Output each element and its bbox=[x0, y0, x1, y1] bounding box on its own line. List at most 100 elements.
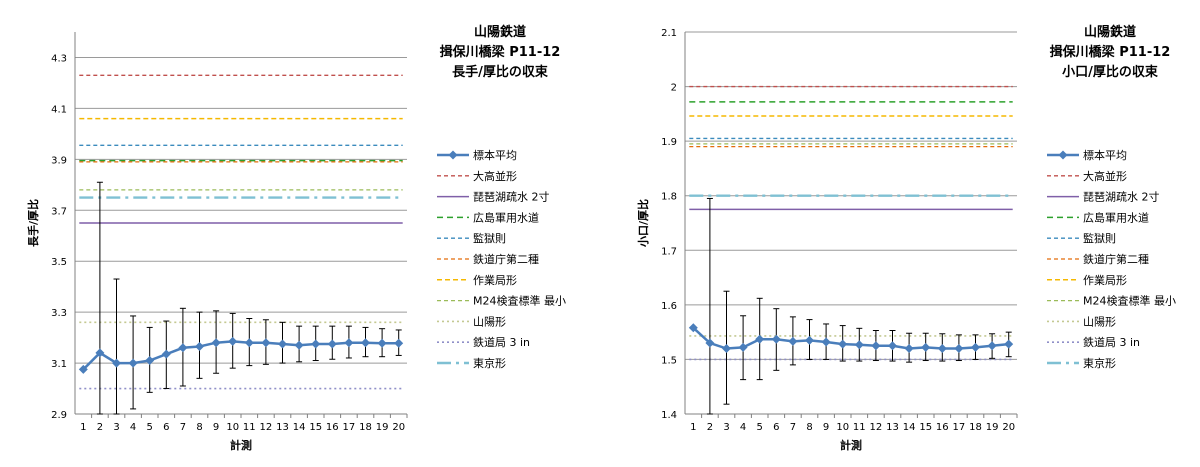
legend-label: 大高並形 bbox=[473, 169, 517, 183]
mean-point bbox=[161, 349, 171, 359]
x-tick-label: 8 bbox=[806, 422, 812, 433]
x-tick-label: 18 bbox=[969, 422, 982, 433]
y-tick-label: 3.5 bbox=[51, 257, 67, 268]
mean-point bbox=[838, 339, 848, 349]
x-tick-label: 1 bbox=[690, 422, 696, 433]
mean-point bbox=[78, 364, 88, 374]
mean-point bbox=[211, 338, 221, 348]
x-tick-label: 9 bbox=[823, 422, 829, 433]
legend-label: 鉄道庁第二種 bbox=[1083, 252, 1149, 266]
mean-point bbox=[377, 338, 387, 348]
mean-point bbox=[871, 341, 881, 351]
x-tick-label: 7 bbox=[790, 422, 796, 433]
y-tick-label: 2.9 bbox=[51, 410, 67, 421]
legend-label: 東京形 bbox=[473, 356, 506, 370]
legend-label: 鉄道庁第二種 bbox=[473, 252, 539, 266]
mean-point bbox=[805, 335, 814, 345]
y-axis-title: 小口/厚比 bbox=[636, 199, 650, 248]
legend-label: 山陽形 bbox=[473, 315, 506, 328]
chart-title-line: 小口/厚比の収束 bbox=[1062, 64, 1159, 80]
mean-point bbox=[688, 323, 698, 333]
mean-point bbox=[971, 342, 980, 352]
mean-point bbox=[195, 342, 204, 352]
x-tick-label: 13 bbox=[276, 422, 289, 433]
x-tick-label: 14 bbox=[293, 422, 306, 433]
y-tick-label: 4.1 bbox=[51, 104, 67, 115]
chart-title-line: 長手/厚比の収束 bbox=[452, 64, 549, 80]
mean-line bbox=[692, 326, 1009, 350]
x-tick-label: 4 bbox=[740, 422, 746, 433]
mean-point bbox=[954, 344, 964, 354]
mean-point bbox=[937, 344, 947, 354]
y-tick-label: 3.3 bbox=[51, 308, 67, 319]
chart-title-line: 山陽鉄道 bbox=[1084, 24, 1136, 40]
legend-label: 作業局形 bbox=[1083, 274, 1127, 287]
x-tick-label: 5 bbox=[147, 422, 153, 433]
legend-label: 監獄則 bbox=[473, 231, 506, 245]
legend-label: 標本平均 bbox=[473, 148, 517, 162]
x-tick-label: 3 bbox=[723, 422, 729, 433]
legend-label: 大高並形 bbox=[1083, 169, 1127, 183]
mean-point bbox=[771, 334, 781, 344]
x-tick-label: 13 bbox=[886, 422, 899, 433]
mean-point bbox=[145, 356, 155, 366]
x-tick-label: 15 bbox=[309, 422, 322, 433]
x-tick-label: 10 bbox=[836, 422, 849, 433]
x-tick-label: 11 bbox=[853, 422, 866, 433]
y-tick-label: 4.3 bbox=[51, 53, 67, 64]
x-tick-label: 17 bbox=[343, 422, 356, 433]
mean-point bbox=[788, 336, 798, 346]
y-axis-title: 長手/厚比 bbox=[26, 199, 40, 247]
legend-label: 広島軍用水道 bbox=[1083, 210, 1149, 224]
x-tick-label: 8 bbox=[196, 422, 202, 433]
mean-point bbox=[261, 338, 271, 348]
x-tick-label: 3 bbox=[113, 422, 119, 433]
mean-point bbox=[904, 344, 914, 354]
x-tick-label: 4 bbox=[130, 422, 136, 433]
mean-point bbox=[705, 338, 715, 348]
x-tick-label: 10 bbox=[226, 422, 239, 433]
y-tick-label: 1.7 bbox=[661, 246, 677, 257]
chart-long-thickness-ratio: 2.93.13.33.53.73.94.14.31 2 3 4 5 6 7 8 9 10 11 12 1… bbox=[26, 24, 566, 452]
y-tick-label: 3.9 bbox=[51, 155, 67, 166]
x-tick-label: 19 bbox=[376, 422, 389, 433]
chart-title-line: 揖保川橋梁 P11-12 bbox=[440, 44, 561, 60]
mean-point bbox=[112, 358, 121, 368]
legend-marker bbox=[1058, 150, 1068, 160]
mean-point bbox=[854, 340, 864, 350]
chart-header-thickness-ratio: 1.41.51.61.71.81.922.11 2 3 4 5 6 7 8 9 10 11 12 13 1… bbox=[636, 24, 1176, 452]
x-tick-label: 15 bbox=[919, 422, 932, 433]
x-axis-title: 計測 bbox=[840, 438, 862, 452]
y-tick-label: 3.1 bbox=[51, 359, 67, 370]
x-tick-label: 1 bbox=[80, 422, 86, 433]
mean-point bbox=[244, 338, 254, 348]
chart-title-line: 山陽鉄道 bbox=[474, 24, 526, 40]
mean-point bbox=[327, 339, 337, 349]
mean-point bbox=[361, 338, 370, 348]
mean-point bbox=[722, 344, 731, 354]
mean-point bbox=[95, 348, 105, 358]
mean-point bbox=[294, 340, 304, 350]
x-tick-label: 5 bbox=[757, 422, 763, 433]
x-tick-label: 16 bbox=[936, 422, 949, 433]
x-tick-label: 11 bbox=[243, 422, 256, 433]
x-tick-label: 16 bbox=[326, 422, 339, 433]
legend-label: 鉄道局 3 in bbox=[1083, 335, 1140, 349]
legend-label: 山陽形 bbox=[1083, 315, 1116, 328]
legend-label: 作業局形 bbox=[473, 274, 517, 287]
x-tick-label: 12 bbox=[870, 422, 883, 433]
legend-label: M24検査標準 最小 bbox=[1083, 294, 1176, 308]
x-tick-label: 19 bbox=[986, 422, 999, 433]
mean-point bbox=[921, 342, 931, 352]
mean-point bbox=[311, 339, 321, 349]
mean-point bbox=[738, 342, 748, 352]
legend-marker bbox=[448, 150, 458, 160]
x-tick-label: 12 bbox=[260, 422, 273, 433]
mean-line bbox=[82, 340, 399, 371]
y-tick-label: 1.4 bbox=[661, 410, 677, 421]
legend-label: 鉄道局 3 in bbox=[473, 335, 530, 349]
x-tick-label: 20 bbox=[392, 422, 405, 433]
mean-point bbox=[228, 336, 238, 346]
x-tick-label: 14 bbox=[903, 422, 916, 433]
y-tick-label: 1.5 bbox=[661, 355, 677, 366]
